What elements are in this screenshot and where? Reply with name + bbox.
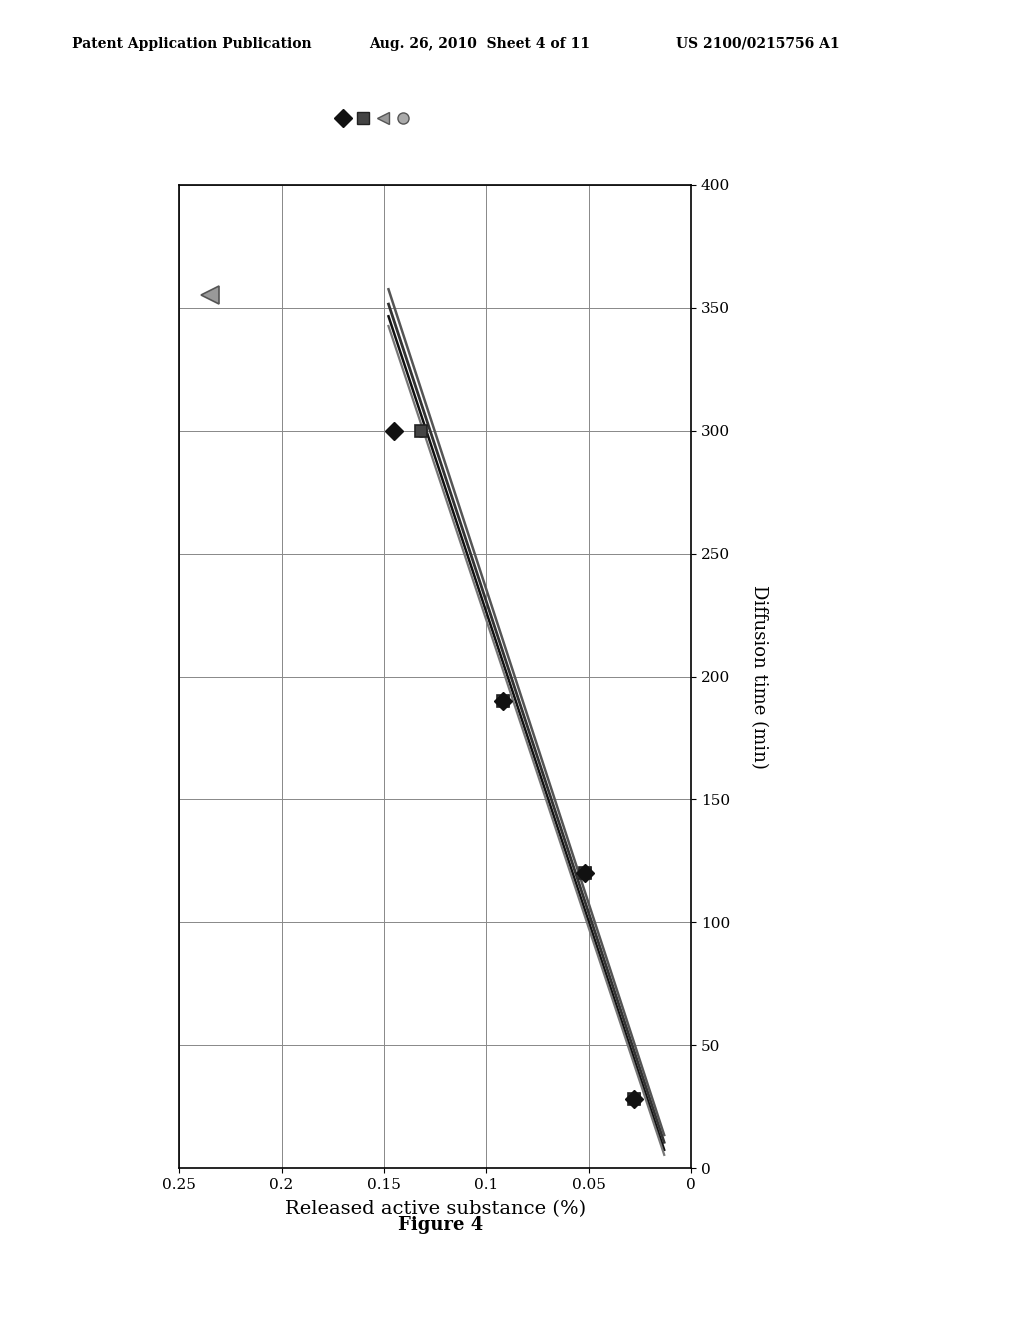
Text: Patent Application Publication: Patent Application Publication — [72, 37, 311, 50]
Legend: , , , : , , , — [338, 110, 410, 128]
Text: Figure 4: Figure 4 — [397, 1216, 483, 1234]
Text: US 2100/0215756 A1: US 2100/0215756 A1 — [676, 37, 840, 50]
X-axis label: Released active substance (%): Released active substance (%) — [285, 1200, 586, 1218]
Text: Aug. 26, 2010  Sheet 4 of 11: Aug. 26, 2010 Sheet 4 of 11 — [369, 37, 590, 50]
Y-axis label: Diffusion time (min): Diffusion time (min) — [750, 585, 768, 768]
